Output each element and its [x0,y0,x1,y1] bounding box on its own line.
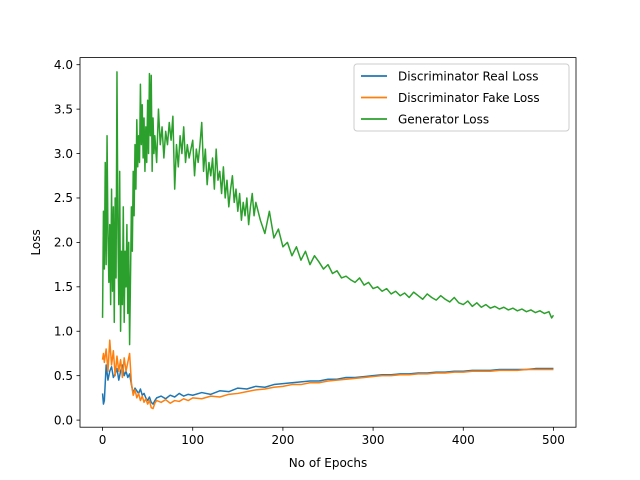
x-tick-label: 400 [452,433,475,447]
y-tick-label: 0.0 [54,413,73,427]
x-tick-label: 200 [271,433,294,447]
x-axis-ticks: 0 100 200 300 400 500 [99,427,565,447]
y-tick-label: 3.0 [54,147,73,161]
y-tick-label: 1.5 [54,280,73,294]
legend-label: Discriminator Real Loss [398,69,538,83]
y-tick-label: 0.5 [54,369,73,383]
x-tick-label: 300 [362,433,385,447]
y-axis-ticks: 0.0 0.5 1.0 1.5 2.0 2.5 3.0 3.5 4.0 [54,58,80,427]
x-axis-label: No of Epochs [289,456,368,470]
plot-lines [101,71,555,410]
y-tick-label: 3.5 [54,102,73,116]
series-line-discriminator-fake-loss [101,339,554,410]
x-tick-label: 500 [542,433,565,447]
y-tick-label: 2.5 [54,191,73,205]
y-tick-label: 1.0 [54,324,73,338]
y-tick-label: 4.0 [54,58,73,72]
y-axis-label: Loss [29,229,43,255]
series-line-generator-loss [101,71,555,346]
y-tick-label: 2.0 [54,236,73,250]
legend-label: Discriminator Fake Loss [398,91,540,105]
legend: Discriminator Real Loss Discriminator Fak… [353,63,570,132]
series-line-discriminator-real-loss [101,364,554,405]
legend-box [353,63,570,132]
x-tick-label: 0 [99,433,107,447]
legend-label: Generator Loss [398,112,489,126]
plot-frame [79,57,577,428]
x-tick-label: 100 [181,433,204,447]
